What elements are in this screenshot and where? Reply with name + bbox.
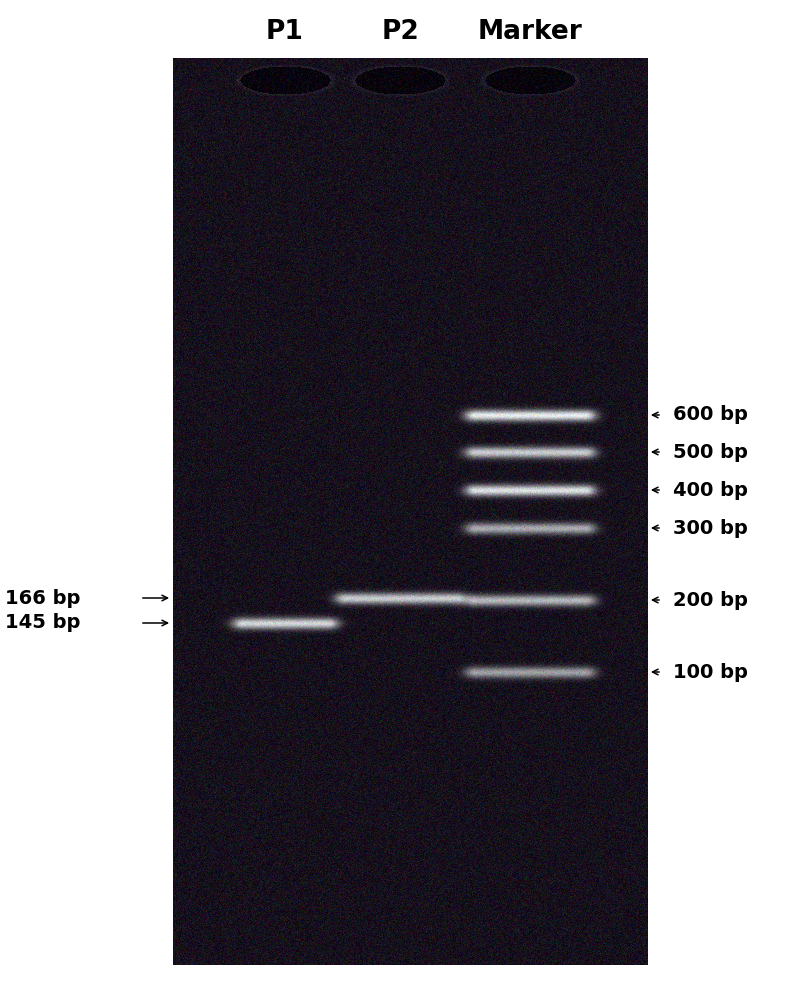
Text: 145 bp: 145 bp	[5, 613, 81, 633]
Text: 400 bp: 400 bp	[673, 481, 748, 499]
Text: 166 bp: 166 bp	[5, 588, 81, 607]
Text: P1: P1	[266, 19, 304, 45]
Text: 300 bp: 300 bp	[673, 518, 748, 538]
Text: 100 bp: 100 bp	[673, 662, 748, 682]
Text: Marker: Marker	[478, 19, 583, 45]
Text: 600 bp: 600 bp	[673, 406, 748, 424]
Text: 500 bp: 500 bp	[673, 442, 748, 462]
Text: P2: P2	[381, 19, 419, 45]
Text: 200 bp: 200 bp	[673, 590, 748, 609]
